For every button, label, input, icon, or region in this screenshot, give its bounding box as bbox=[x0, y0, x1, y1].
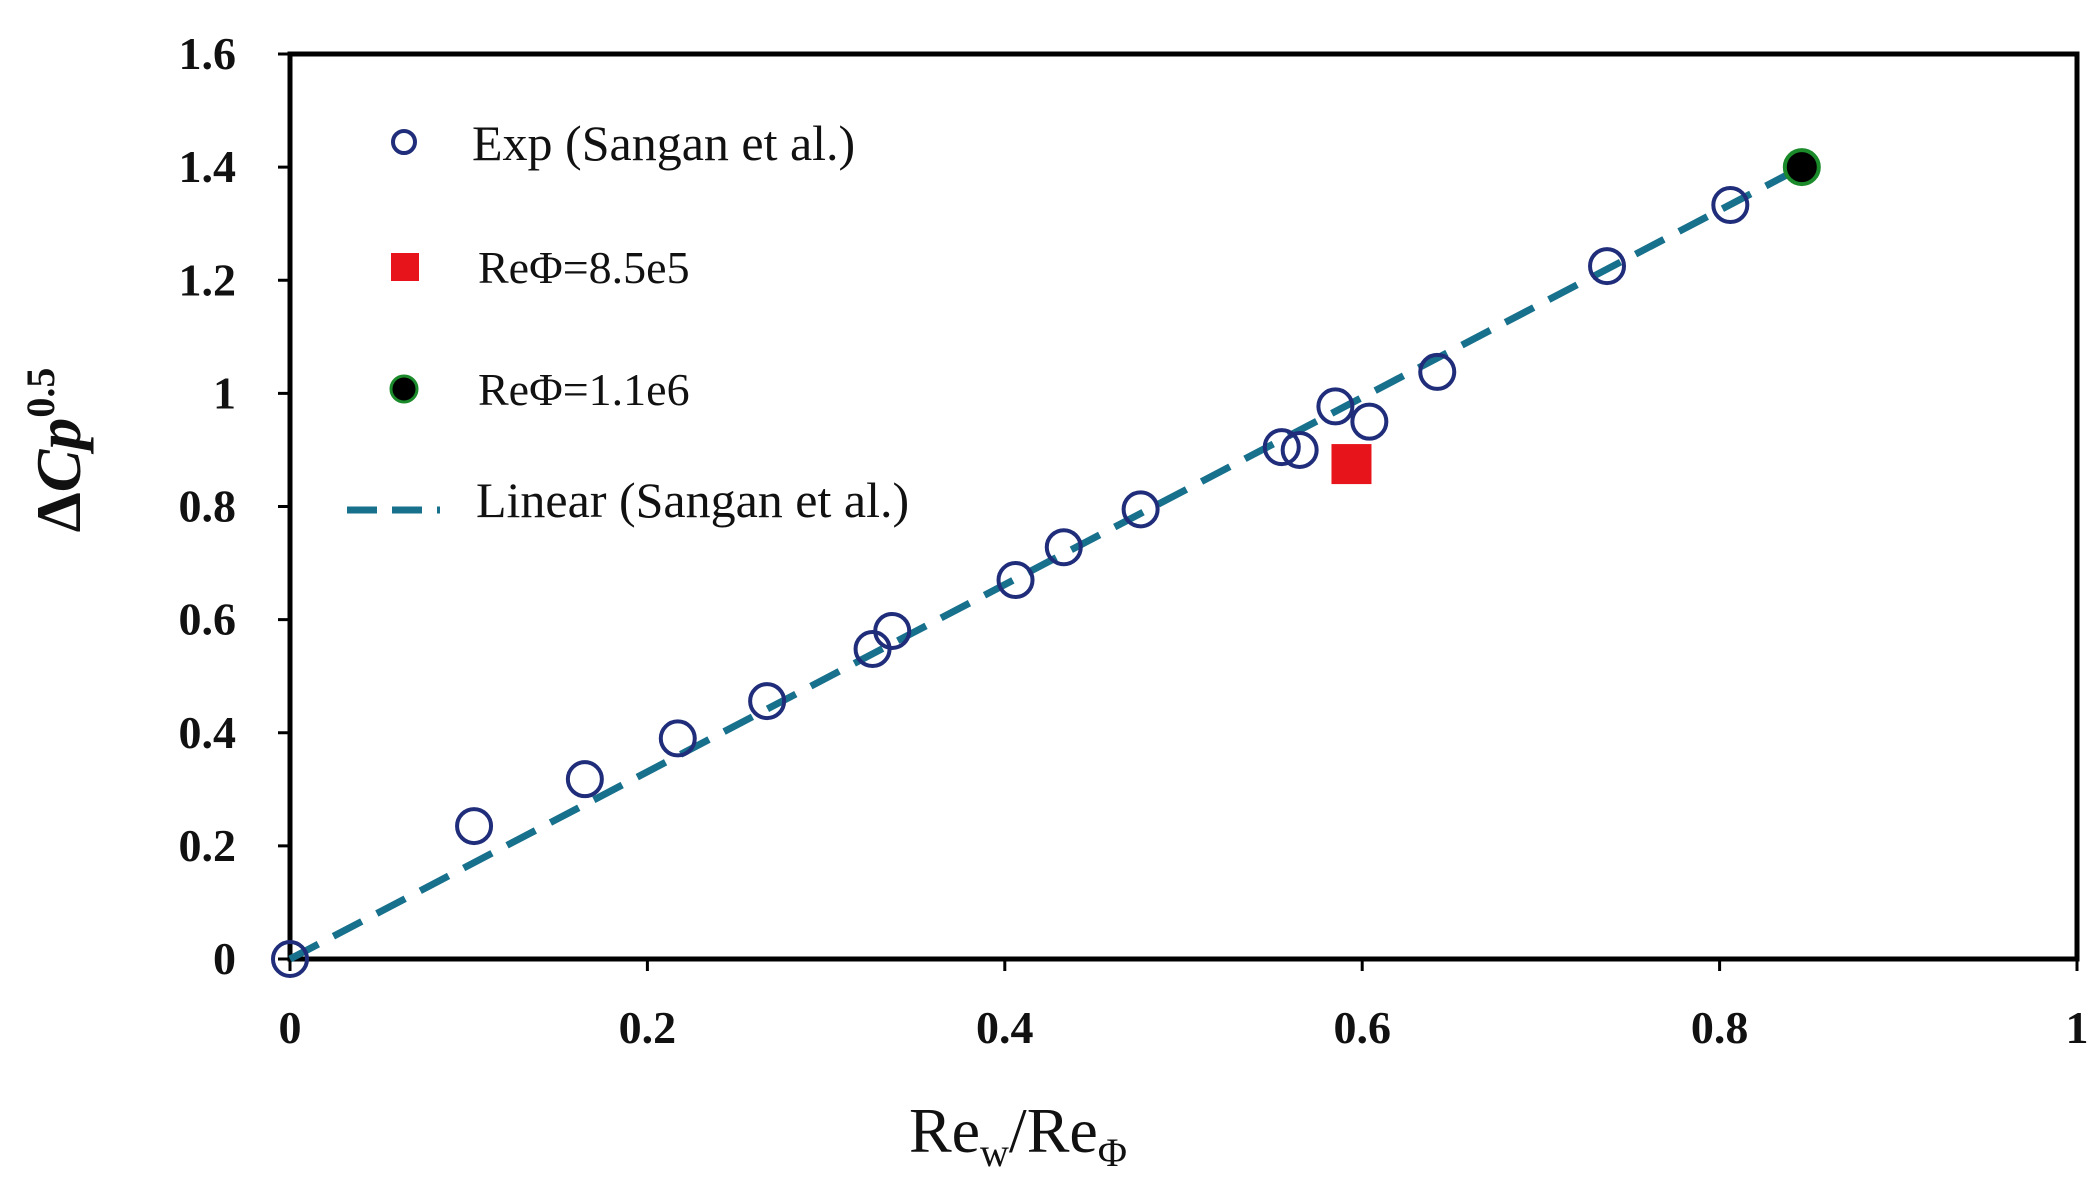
axes-ticks: 0 0.2 0.4 0.6 0.8 1 1.2 1.4 1.6 0 0.2 0.4 0.6 0.8 1 bbox=[179, 28, 2089, 1053]
data-point-exp bbox=[565, 760, 604, 799]
data-point-exp bbox=[1711, 186, 1750, 225]
data-point-exp bbox=[1418, 352, 1457, 391]
y-tick-label: 0.8 bbox=[179, 481, 237, 532]
legend-marker-re85 bbox=[391, 253, 419, 281]
data-point-exp bbox=[1316, 387, 1355, 426]
x-tick-label: 0.4 bbox=[976, 1002, 1034, 1053]
data-point-exp bbox=[853, 630, 892, 669]
data-point-exp bbox=[1044, 528, 1083, 567]
legend-item-re11: ReΦ=1.1e6 bbox=[389, 364, 690, 415]
legend: Exp (Sangan et al.) ReΦ=8.5e5 ReΦ=1.1e6 … bbox=[347, 115, 909, 528]
legend-label-exp: Exp (Sangan et al.) bbox=[472, 115, 855, 171]
legend-marker-re11 bbox=[389, 374, 419, 404]
y-tick-label: 0.2 bbox=[179, 820, 237, 871]
legend-label-re11: ReΦ=1.1e6 bbox=[478, 364, 690, 415]
data-point-exp bbox=[1262, 428, 1301, 467]
legend-item-exp: Exp (Sangan et al.) bbox=[391, 115, 855, 171]
legend-label-re85: ReΦ=8.5e5 bbox=[478, 242, 690, 293]
y-tick-label: 1.6 bbox=[179, 28, 237, 79]
y-tick-label: 0.6 bbox=[179, 594, 237, 645]
y-tick-label: 1.4 bbox=[179, 141, 237, 192]
x-tick-label: 0.2 bbox=[619, 1002, 677, 1053]
legend-marker-exp bbox=[391, 129, 417, 155]
y-axis-title: ΔCp0.5 bbox=[18, 368, 94, 533]
x-tick-label: 1 bbox=[2066, 1002, 2089, 1053]
data-point-exp bbox=[271, 940, 309, 978]
y-tick-label: 0.4 bbox=[179, 707, 237, 758]
series-line-linear bbox=[288, 164, 1804, 963]
legend-item-linear: Linear (Sangan et al.) bbox=[347, 472, 909, 528]
data-point-exp bbox=[1588, 247, 1627, 286]
x-tick-label: 0 bbox=[279, 1002, 302, 1053]
legend-label-linear: Linear (Sangan et al.) bbox=[476, 472, 909, 528]
data-point-exp bbox=[1280, 430, 1319, 469]
data-point-re11 bbox=[1782, 148, 1821, 187]
x-axis-title: Rew/ReΦ bbox=[909, 1095, 1127, 1175]
data-point-exp bbox=[658, 719, 697, 758]
data-point-exp bbox=[1121, 490, 1160, 529]
x-tick-label: 0.6 bbox=[1333, 1002, 1391, 1053]
data-point-exp bbox=[1350, 402, 1389, 441]
x-tick-label: 0.8 bbox=[1691, 1002, 1749, 1053]
y-tick-label: 1 bbox=[213, 367, 236, 418]
data-point-re85 bbox=[1331, 444, 1372, 485]
legend-item-re85: ReΦ=8.5e5 bbox=[391, 242, 690, 293]
y-tick-label: 0 bbox=[213, 933, 236, 984]
y-tick-label: 1.2 bbox=[179, 254, 237, 305]
data-point-exp bbox=[996, 561, 1035, 600]
series-layer bbox=[271, 148, 1821, 978]
data-point-exp bbox=[873, 611, 912, 650]
data-point-exp bbox=[455, 807, 494, 846]
data-point-exp bbox=[748, 682, 787, 721]
